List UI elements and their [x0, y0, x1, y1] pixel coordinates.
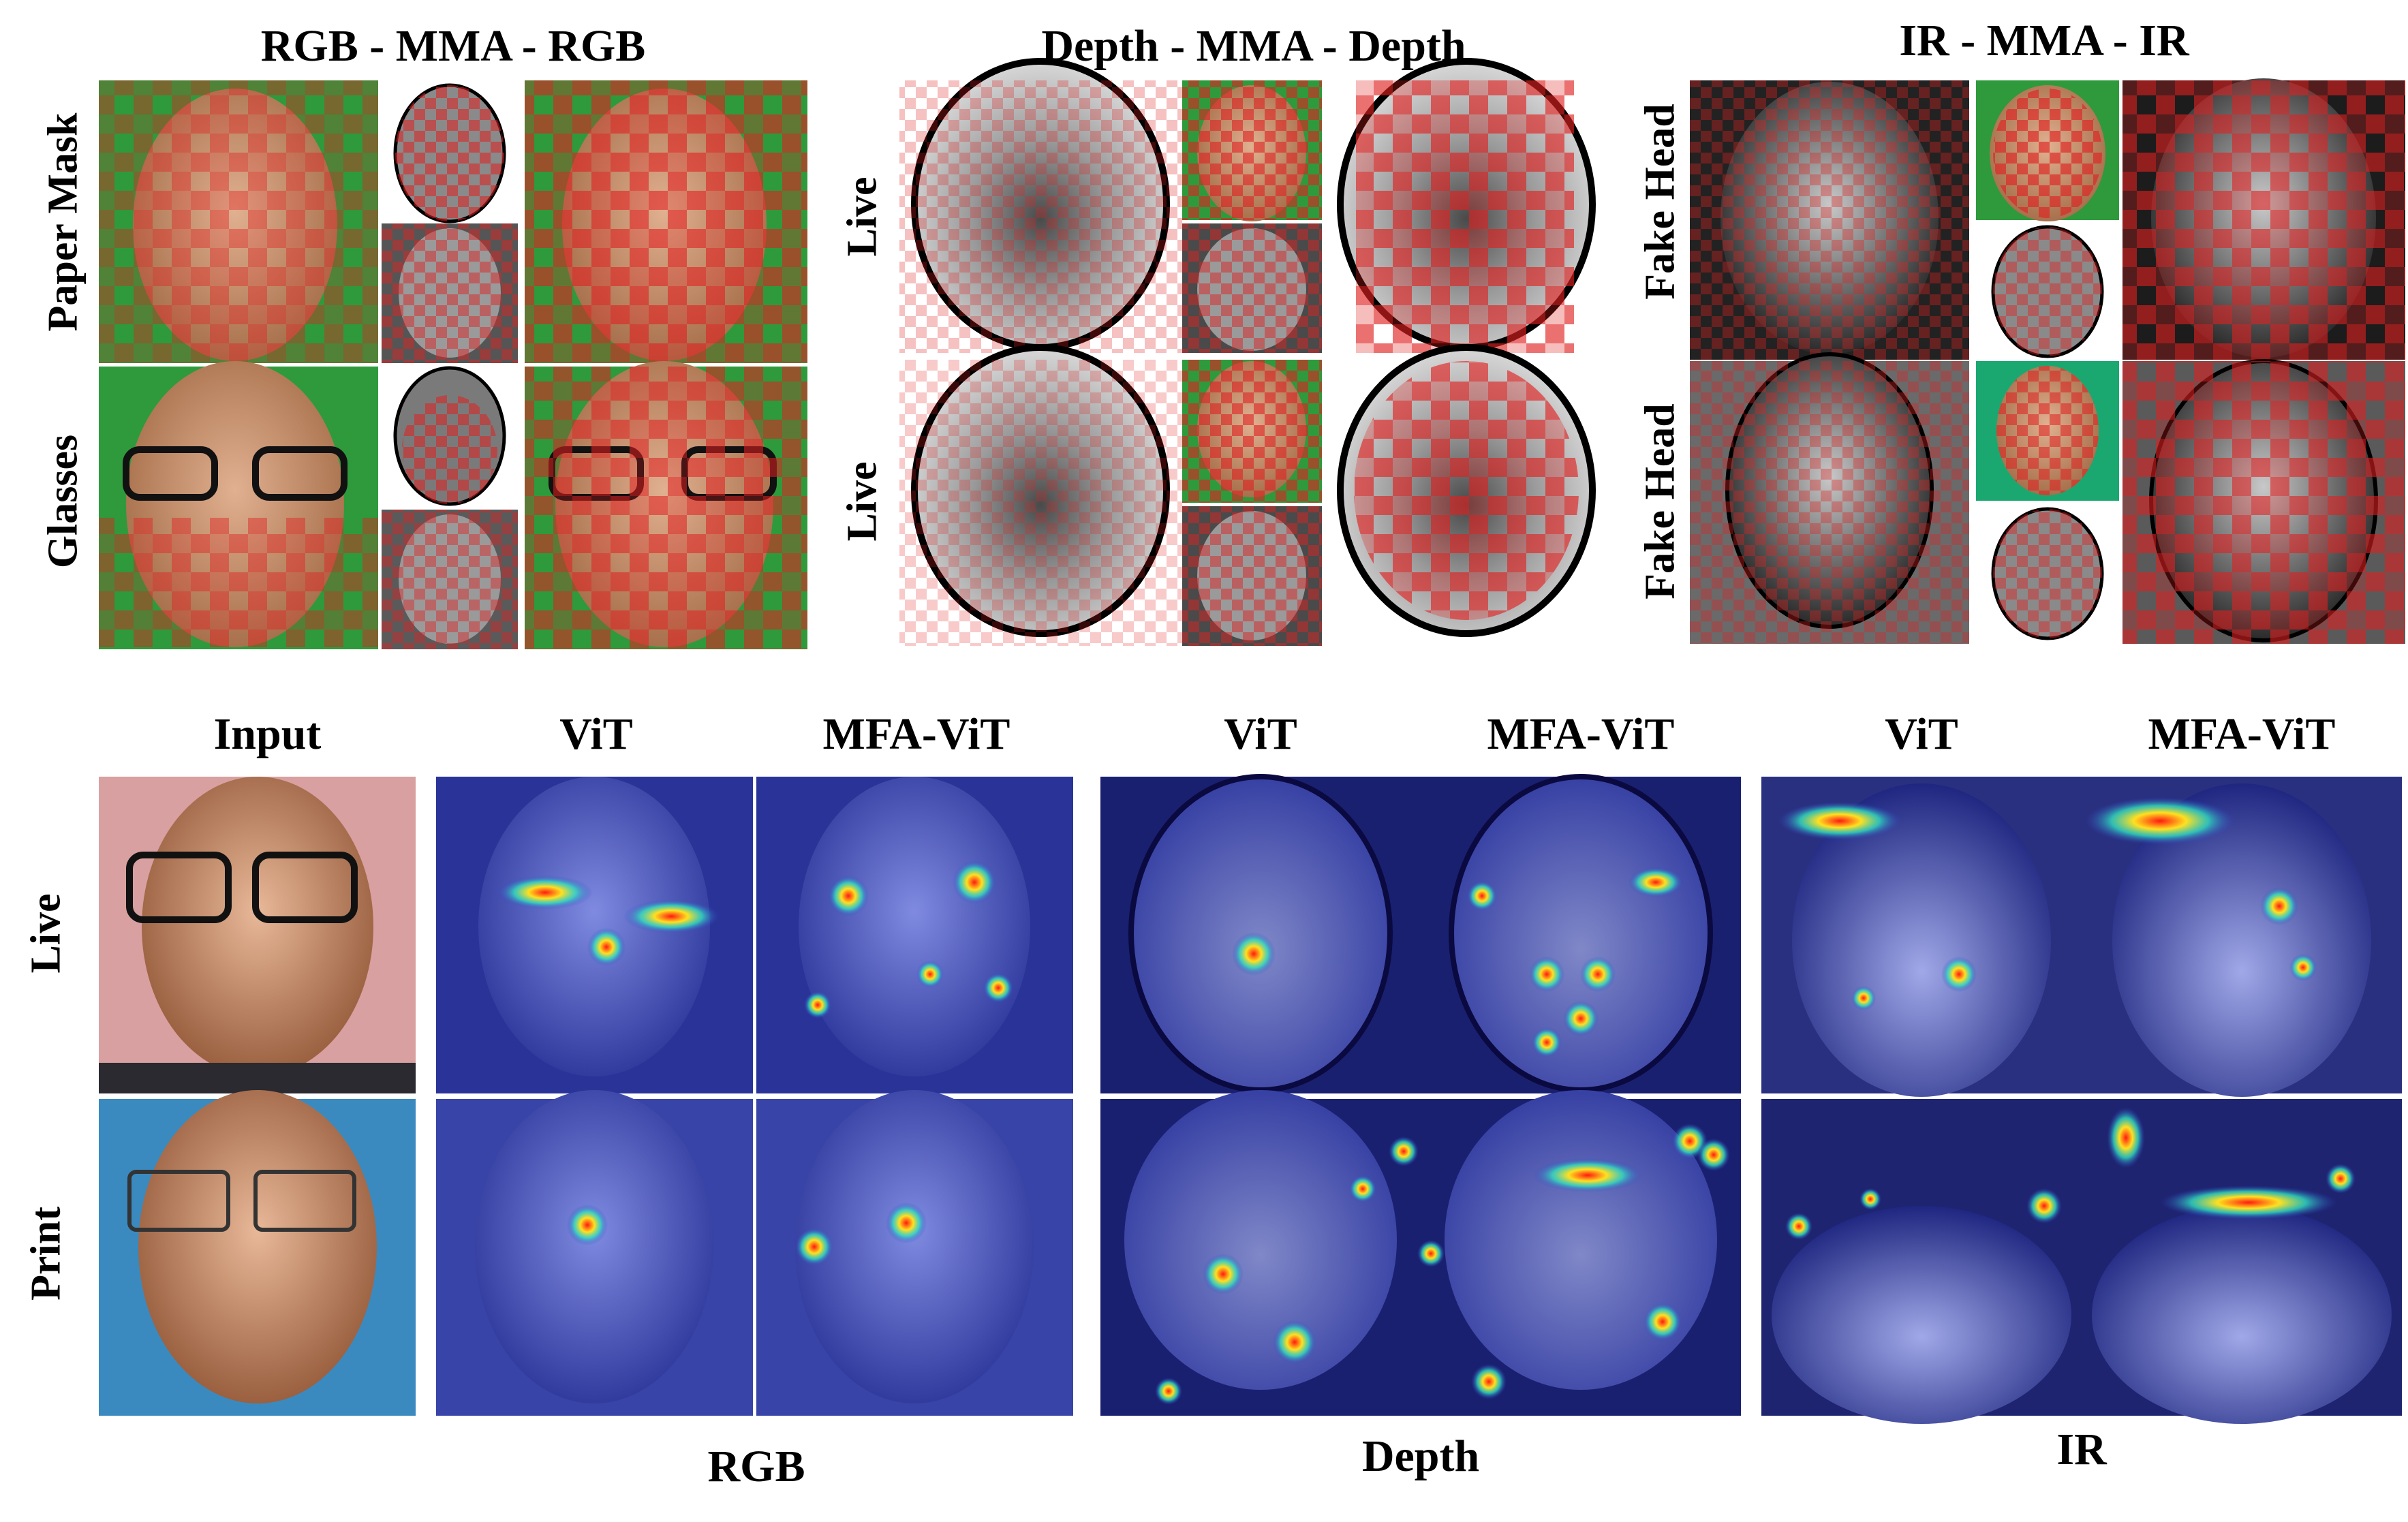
col-header-rgb-vit: ViT [559, 709, 633, 759]
rgb-vit-live [436, 777, 753, 1093]
depth-live1-mma-bottom [1182, 223, 1322, 353]
modality-label-ir: IR [2056, 1425, 2107, 1474]
col-header-depth-vit: ViT [1224, 709, 1297, 759]
ir-fakehead2-mma-top [1976, 361, 2119, 501]
rgb-paper-mask-mma-bottom [382, 223, 518, 363]
depth-vit-live [1100, 774, 1421, 1093]
rgb-paper-mask-left [99, 80, 378, 363]
rgb-mfavit-print [756, 1090, 1073, 1416]
col-header-ir-mfa-vit: MFA-ViT [2148, 709, 2336, 759]
ir-fakehead2-left [1690, 352, 1969, 644]
ir-fakehead2-mma-bottom [1976, 504, 2119, 644]
rgb-vit-print [436, 1090, 753, 1416]
col-header-depth-mfa-vit: MFA-ViT [1487, 709, 1675, 759]
depth-live2-right [1325, 344, 1608, 646]
depth-live1-mma-top [1182, 80, 1322, 221]
depth-live2-mma-bottom [1182, 506, 1322, 646]
rgb-glasses-mma-bottom [382, 510, 518, 649]
ir-fakehead1-mma-top [1976, 80, 2119, 221]
rgb-glasses-left [99, 361, 378, 649]
depth-vit-print [1100, 1090, 1421, 1416]
depth-live2-mma-top [1182, 360, 1322, 503]
bottom-image-grid [99, 774, 2402, 1424]
col-header-rgb-mfa-vit: MFA-ViT [822, 709, 1010, 759]
rgb-glasses-right [525, 361, 807, 649]
depth-live2-left [899, 344, 1182, 646]
top-title-depth: Depth - MMA - Depth [1041, 21, 1466, 71]
depth-live1-right [1325, 58, 1608, 353]
input-print-image [99, 1090, 416, 1416]
ir-fakehead1-mma-bottom [1976, 223, 2119, 360]
ir-mfavit-live [2082, 777, 2402, 1097]
rgb-mfavit-live [756, 777, 1073, 1093]
ir-vit-print [1761, 1099, 2082, 1424]
input-live-image [99, 777, 416, 1093]
col-header-ir-vit: ViT [1885, 709, 1958, 759]
ir-vit-live [1761, 777, 2082, 1097]
rgb-paper-mask-mma-top [382, 80, 518, 223]
depth-mfavit-live [1421, 774, 1741, 1093]
rgb-glasses-mma-top [382, 366, 518, 506]
modality-label-depth: Depth [1361, 1431, 1480, 1481]
ir-fakehead2-right [2123, 359, 2405, 644]
depth-live1-left [899, 58, 1182, 353]
depth-mfavit-print [1417, 1090, 1741, 1416]
ir-fakehead1-right [2123, 78, 2405, 360]
top-image-grid [99, 58, 2405, 649]
col-header-input: Input [213, 709, 322, 759]
top-title-ir: IR - MMA - IR [1899, 16, 2189, 65]
modality-label-rgb: RGB [707, 1442, 805, 1491]
rgb-paper-mask-right [525, 80, 807, 363]
ir-fakehead1-left [1690, 80, 1969, 360]
ir-mfavit-print [2082, 1099, 2402, 1424]
top-title-rgb: RGB - MMA - RGB [260, 21, 646, 71]
